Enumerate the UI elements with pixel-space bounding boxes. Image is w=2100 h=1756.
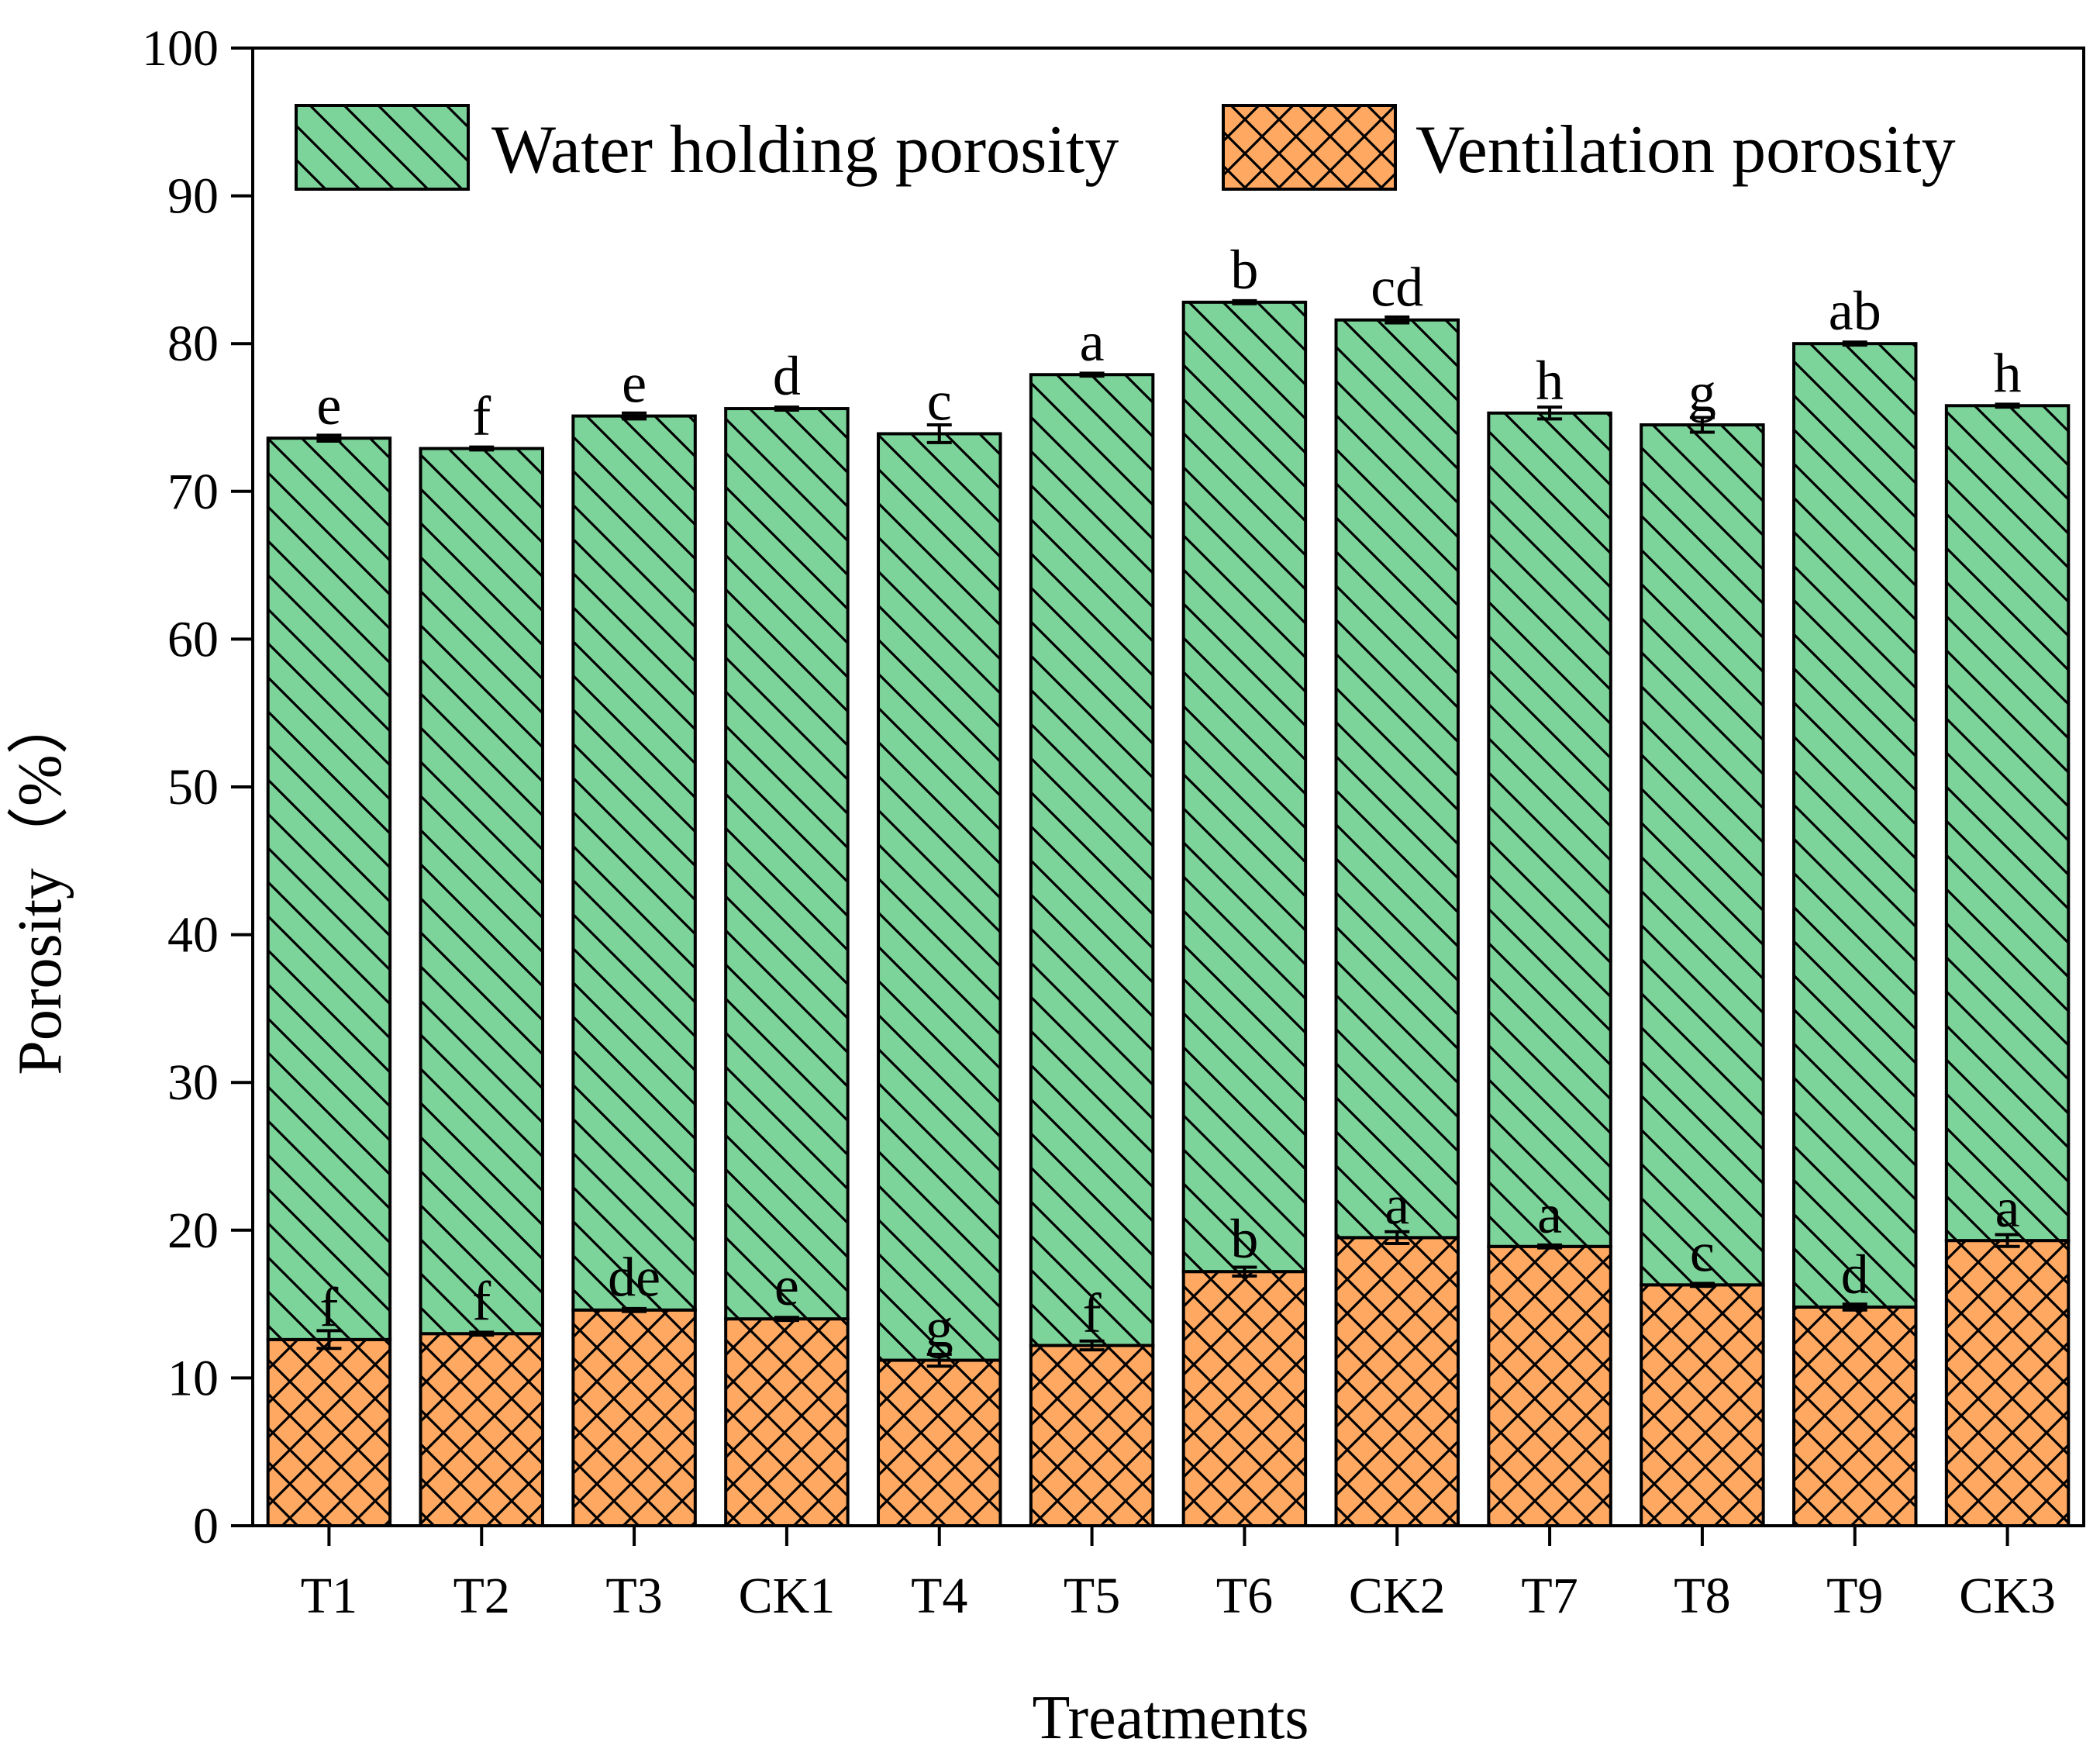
- legend-swatch-ventilation: [1222, 104, 1397, 191]
- x-tick-label: T7: [1521, 1568, 1578, 1624]
- x-axis-title: Treatments: [1032, 1684, 1309, 1752]
- bar-ventilation-ck2: [1334, 1236, 1460, 1527]
- significance-label-water-holding: c: [927, 370, 952, 432]
- bar-water-holding-t8: [1640, 423, 1765, 1287]
- x-tick-label: T6: [1216, 1568, 1273, 1624]
- significance-label-ventilation: a: [1995, 1177, 2020, 1239]
- x-tick-label: T2: [453, 1568, 510, 1624]
- significance-label-water-holding: cd: [1371, 257, 1423, 319]
- significance-label-water-holding: b: [1230, 239, 1258, 301]
- bar-water-holding-t4: [877, 432, 1002, 1362]
- significance-label-ventilation: g: [926, 1297, 953, 1359]
- bar-ventilation-t7: [1487, 1244, 1612, 1527]
- bar-water-holding-t1: [266, 436, 392, 1341]
- bar-ventilation-t1: [266, 1337, 392, 1527]
- significance-label-water-holding: h: [1536, 350, 1564, 412]
- significance-label-ventilation: e: [774, 1255, 799, 1317]
- y-tick-label: 40: [167, 907, 219, 964]
- bar-ventilation-t9: [1792, 1305, 1918, 1527]
- x-axis: T1 T2 T3 CK1 T4 T5 T6 CK2 T7 T8 T9 CK3: [301, 1526, 2056, 1624]
- legend: Water holding porosity Ventilation poros…: [295, 104, 1956, 191]
- legend-swatch-water-holding: [295, 104, 470, 191]
- significance-label-ventilation: d: [1841, 1244, 1869, 1306]
- x-tick-label: T8: [1674, 1568, 1730, 1624]
- bar-water-holding-t2: [419, 447, 544, 1336]
- bar-ventilation-ck3: [1944, 1239, 2071, 1527]
- significance-label-ventilation: de: [608, 1247, 660, 1309]
- y-tick-label: 20: [167, 1202, 219, 1259]
- y-tick-label: 50: [167, 759, 219, 816]
- bars-layer: [266, 300, 2071, 1528]
- bar-water-holding-t6: [1181, 300, 1308, 1274]
- bar-ventilation-t5: [1029, 1344, 1155, 1528]
- bar-water-holding-t5: [1029, 373, 1155, 1347]
- significance-label-water-holding: d: [773, 345, 801, 407]
- y-tick-label: 10: [167, 1350, 219, 1406]
- y-axis: 0 10 20 30 40 50 60 70 80 90 100: [142, 20, 253, 1554]
- significance-label-ventilation: a: [1384, 1174, 1409, 1236]
- significance-label-water-holding: f: [472, 385, 491, 447]
- bar-ventilation-ck1: [724, 1317, 850, 1528]
- bar-water-holding-t7: [1487, 411, 1612, 1248]
- significance-label-ventilation: b: [1230, 1208, 1258, 1270]
- legend-label-water-holding: Water holding porosity: [491, 112, 1119, 188]
- bar-ventilation-t6: [1181, 1270, 1308, 1527]
- y-tick-label: 60: [167, 611, 219, 668]
- significance-label-ventilation: f: [1083, 1282, 1102, 1344]
- significance-label-water-holding: g: [1688, 361, 1716, 423]
- significance-label-water-holding: h: [1994, 342, 2022, 404]
- y-tick-label: 30: [167, 1054, 219, 1111]
- x-tick-label: T9: [1826, 1568, 1883, 1624]
- x-tick-label: T4: [911, 1568, 967, 1624]
- bar-water-holding-ck3: [1944, 404, 2071, 1243]
- bar-water-holding-ck2: [1334, 318, 1460, 1240]
- x-tick-label: CK1: [739, 1568, 836, 1624]
- x-tick-label: CK2: [1349, 1568, 1446, 1624]
- significance-label-ventilation: f: [472, 1270, 491, 1332]
- bar-ventilation-t2: [419, 1332, 544, 1527]
- y-tick-label: 90: [167, 168, 219, 225]
- y-axis-title: Porosity（%）: [6, 692, 74, 1075]
- bar-water-holding-t3: [571, 414, 697, 1312]
- legend-label-ventilation: Ventilation porosity: [1416, 112, 1956, 188]
- significance-label-water-holding: e: [622, 353, 647, 415]
- error-bars-layer: [316, 298, 2020, 1368]
- significance-label-water-holding: e: [316, 374, 341, 436]
- significance-label-ventilation: f: [319, 1276, 338, 1338]
- bar-ventilation-t3: [571, 1308, 697, 1527]
- significance-label-water-holding: a: [1080, 311, 1105, 373]
- x-tick-label: T3: [605, 1568, 662, 1624]
- bar-water-holding-t9: [1792, 342, 1918, 1309]
- y-tick-label: 70: [167, 464, 219, 520]
- y-tick-label: 100: [142, 20, 219, 77]
- y-tick-label: 0: [193, 1498, 219, 1554]
- significance-label-ventilation: a: [1537, 1183, 1562, 1245]
- x-tick-label: T5: [1064, 1568, 1120, 1624]
- significance-label-ventilation: c: [1690, 1221, 1715, 1283]
- significance-label-water-holding: ab: [1829, 280, 1881, 342]
- x-tick-label: T1: [301, 1568, 357, 1624]
- y-tick-label: 80: [167, 316, 219, 372]
- bar-ventilation-t8: [1640, 1283, 1765, 1528]
- x-tick-label: CK3: [1959, 1568, 2056, 1624]
- bar-ventilation-t4: [877, 1358, 1002, 1527]
- bar-water-holding-ck1: [724, 407, 850, 1321]
